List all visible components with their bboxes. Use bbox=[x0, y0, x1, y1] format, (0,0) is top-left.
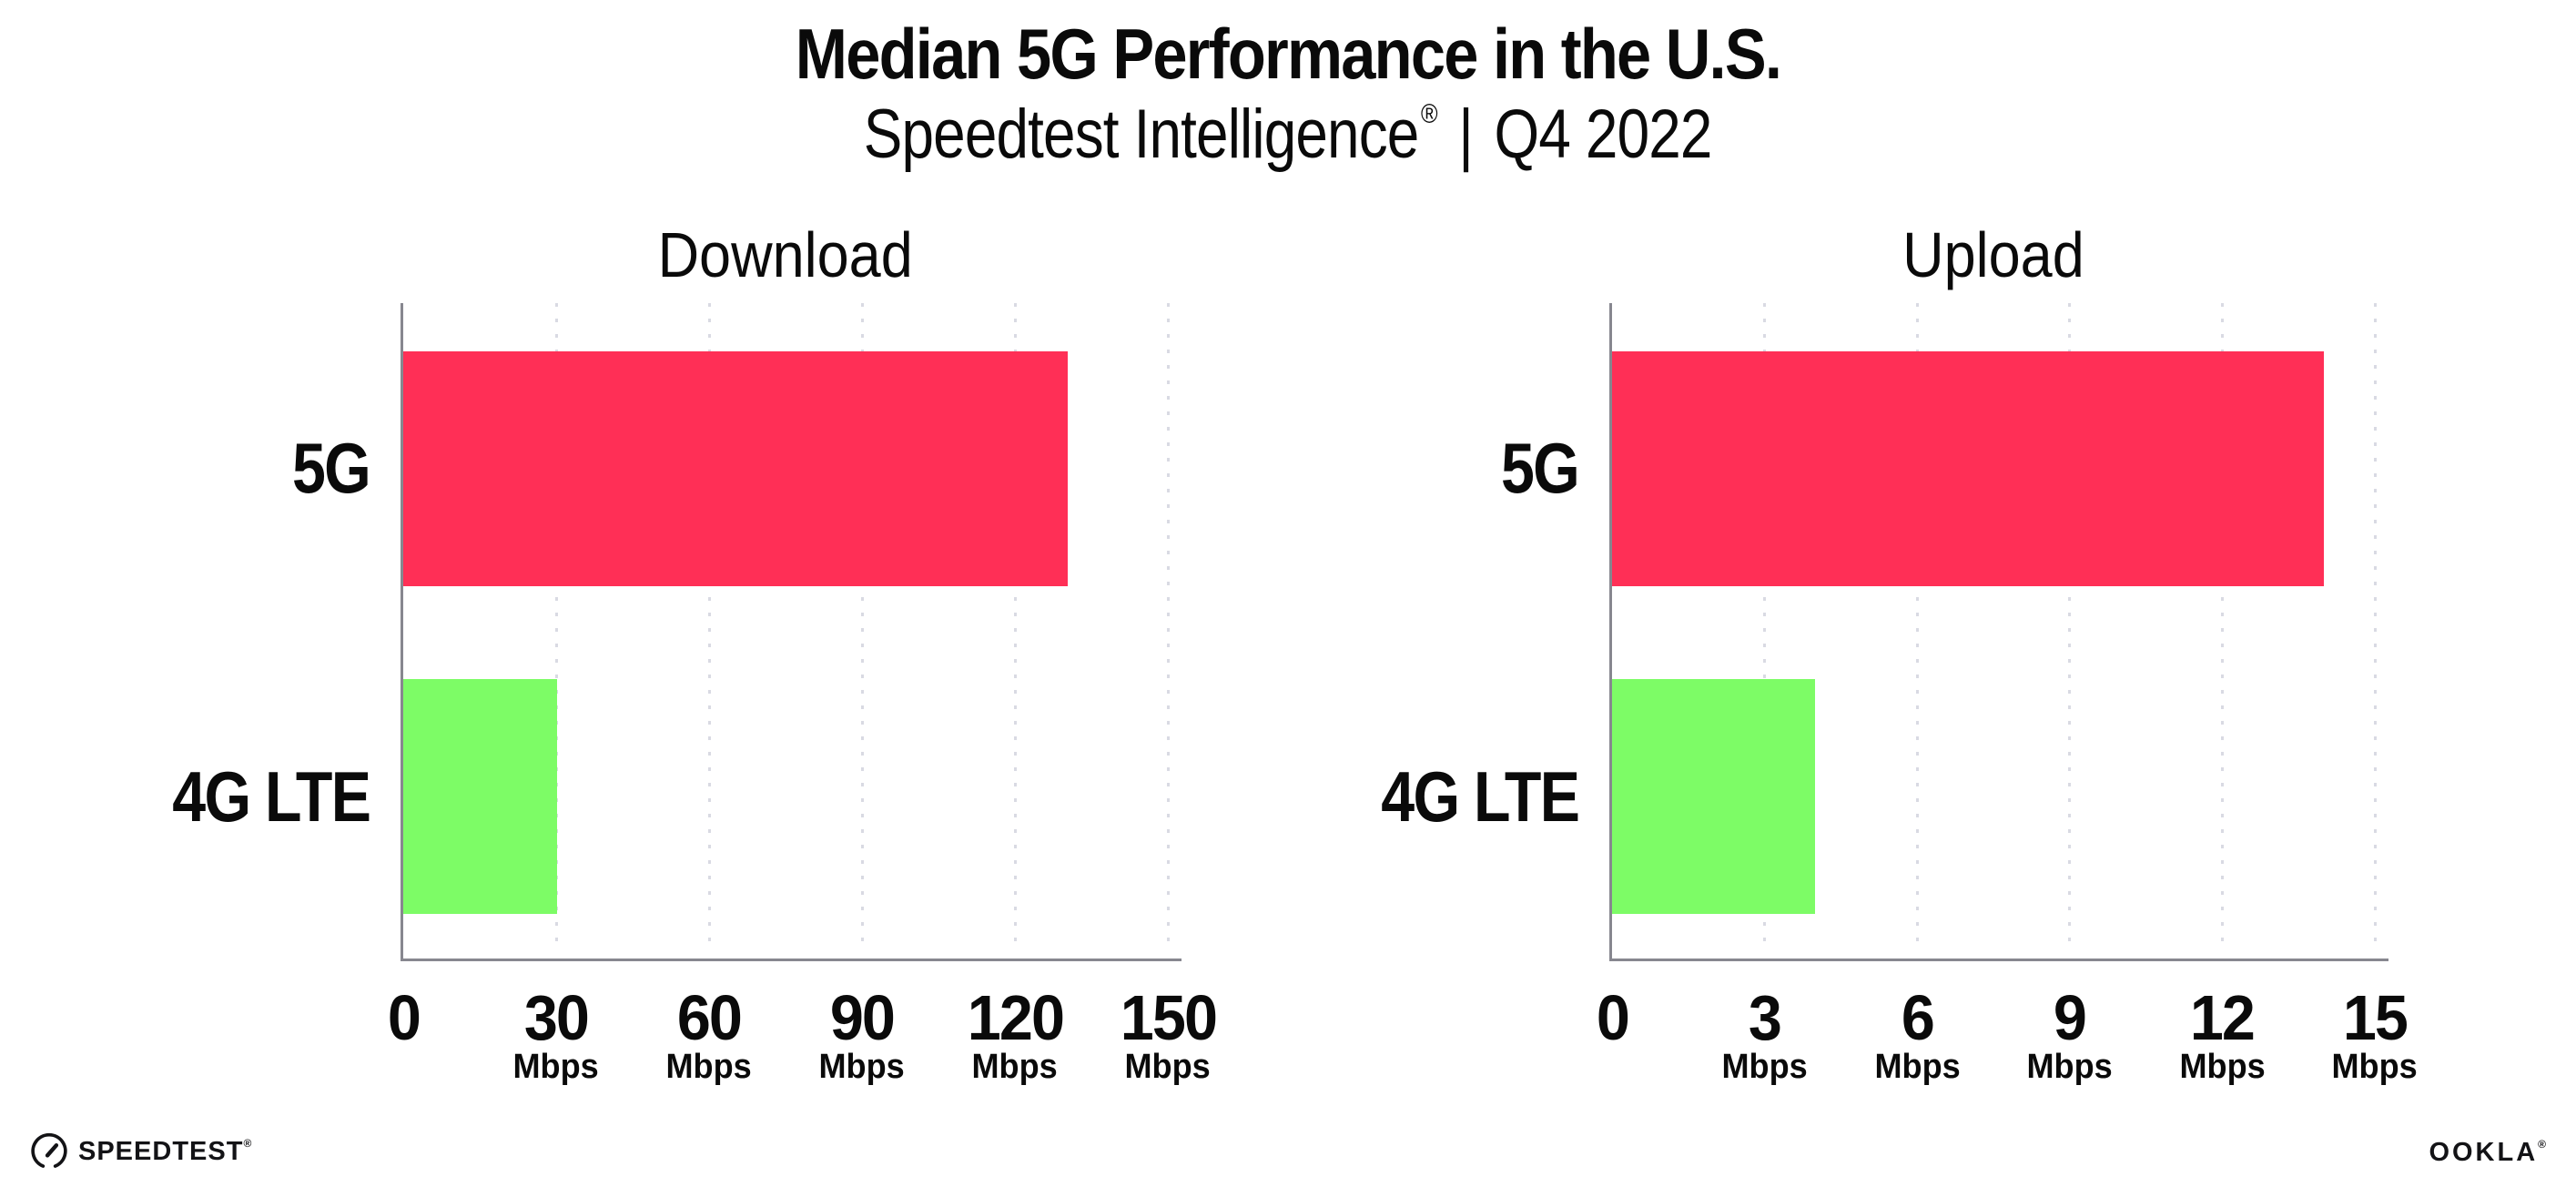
y-axis-line bbox=[401, 303, 403, 959]
x-tick-value: 0 bbox=[387, 982, 421, 1053]
page-subtitle-text: Speedtest Intelligence® | Q4 2022 bbox=[864, 95, 1713, 174]
gridline bbox=[1166, 303, 1170, 951]
gridline bbox=[1763, 303, 1767, 951]
registered-mark: ® bbox=[1421, 99, 1438, 129]
page-subtitle: Speedtest Intelligence® | Q4 2022 bbox=[0, 95, 2576, 174]
category-label-4g-lte: 4G LTE bbox=[1346, 756, 1580, 837]
chart-title-text: Upload bbox=[1902, 219, 2084, 290]
bar-5g-download bbox=[403, 351, 1069, 586]
category-label-5g: 5G bbox=[279, 428, 371, 508]
x-tick-value: 3 bbox=[1749, 982, 1782, 1053]
x-tick-label-6: 6 bbox=[1808, 985, 2026, 1050]
x-tick-unit: Mbps bbox=[1961, 1049, 2179, 1085]
x-tick-label-120: 120 bbox=[906, 985, 1124, 1050]
bar-5g-upload bbox=[1612, 351, 2325, 586]
x-tick-unit-text: Mbps bbox=[665, 1048, 753, 1086]
speedtest-logo-text: SPEEDTEST® bbox=[78, 1137, 252, 1167]
gridline bbox=[1915, 303, 1919, 951]
bar-4g-lte-upload bbox=[1612, 679, 1816, 914]
x-axis-line bbox=[401, 959, 1182, 961]
subtitle-brand: Speedtest Intelligence bbox=[864, 96, 1420, 173]
category-label-text: 4G LTE bbox=[1381, 756, 1580, 837]
speedtest-logo: SPEEDTEST® bbox=[30, 1132, 252, 1171]
category-label-text: 5G bbox=[1500, 428, 1580, 508]
gridline bbox=[1013, 303, 1017, 951]
bar-4g-lte-download bbox=[403, 679, 558, 914]
x-tick-label-150: 150 bbox=[1059, 985, 1277, 1050]
x-tick-value: 60 bbox=[676, 982, 743, 1053]
gridline bbox=[860, 303, 864, 951]
y-axis-line bbox=[1609, 303, 1612, 959]
speedtest-gauge-icon bbox=[31, 1132, 67, 1168]
x-tick-value: 0 bbox=[1596, 982, 1629, 1053]
x-tick-unit-text: Mbps bbox=[1874, 1048, 1961, 1086]
x-tick-value: 90 bbox=[829, 982, 896, 1053]
speedtest-wordmark: SPEEDTEST bbox=[78, 1136, 244, 1166]
x-tick-label-60: 60 bbox=[600, 985, 818, 1050]
x-tick-value: 9 bbox=[2054, 982, 2087, 1053]
x-tick-unit: Mbps bbox=[753, 1049, 971, 1085]
x-tick-unit-text: Mbps bbox=[2179, 1048, 2266, 1086]
x-tick-label-3: 3 bbox=[1656, 985, 1874, 1050]
ookla-wordmark: OOKLA bbox=[2429, 1138, 2539, 1167]
x-tick-value: 120 bbox=[967, 982, 1064, 1053]
plot-download bbox=[401, 303, 1182, 961]
page-title-text: Median 5G Performance in the U.S. bbox=[795, 14, 1782, 94]
x-tick-unit: Mbps bbox=[2266, 1049, 2484, 1085]
chart-title-text: Download bbox=[657, 219, 914, 290]
x-tick-unit-text: Mbps bbox=[1721, 1048, 1808, 1086]
page-title: Median 5G Performance in the U.S. bbox=[0, 13, 2576, 96]
x-tick-unit: Mbps bbox=[1656, 1049, 1874, 1085]
x-tick-unit-text: Mbps bbox=[2026, 1048, 2113, 1086]
x-tick-label-0: 0 bbox=[1503, 985, 1721, 1050]
ookla-logo: OOKLA® bbox=[2429, 1138, 2546, 1168]
ookla-trademark: ® bbox=[2538, 1138, 2546, 1151]
x-tick-value: 15 bbox=[2342, 982, 2409, 1053]
x-tick-unit: Mbps bbox=[906, 1049, 1124, 1085]
x-tick-unit: Mbps bbox=[2113, 1049, 2331, 1085]
gridline bbox=[707, 303, 711, 951]
category-label-4g-lte: 4G LTE bbox=[137, 756, 371, 837]
gridline bbox=[2068, 303, 2072, 951]
x-tick-unit-text: Mbps bbox=[1124, 1048, 1212, 1086]
chart-title-download: Download bbox=[403, 218, 1168, 291]
x-tick-label-30: 30 bbox=[447, 985, 665, 1050]
chart-title-upload: Upload bbox=[1612, 218, 2375, 291]
x-tick-unit: Mbps bbox=[1808, 1049, 2026, 1085]
category-label-5g: 5G bbox=[1487, 428, 1580, 508]
subtitle-separator: | bbox=[1458, 96, 1475, 173]
x-tick-label-9: 9 bbox=[1961, 985, 2179, 1050]
x-tick-unit-text: Mbps bbox=[818, 1048, 906, 1086]
x-tick-unit-text: Mbps bbox=[2331, 1048, 2419, 1086]
x-tick-label-15: 15 bbox=[2266, 985, 2484, 1050]
x-axis-line bbox=[1609, 959, 2388, 961]
x-tick-unit-text: Mbps bbox=[971, 1048, 1059, 1086]
x-tick-value: 6 bbox=[1901, 982, 1935, 1053]
category-label-text: 4G LTE bbox=[172, 756, 371, 837]
gridline bbox=[554, 303, 558, 951]
speedtest-trademark: ® bbox=[243, 1136, 253, 1150]
x-tick-label-0: 0 bbox=[294, 985, 512, 1050]
gridline bbox=[2220, 303, 2224, 951]
x-tick-value: 150 bbox=[1120, 982, 1217, 1053]
x-tick-value: 12 bbox=[2190, 982, 2256, 1053]
gridline bbox=[2373, 303, 2377, 951]
x-tick-value: 30 bbox=[523, 982, 590, 1053]
x-tick-label-12: 12 bbox=[2113, 985, 2331, 1050]
subtitle-period: Q4 2022 bbox=[1494, 96, 1713, 173]
x-tick-unit-text: Mbps bbox=[512, 1048, 600, 1086]
plot-upload bbox=[1609, 303, 2388, 961]
x-tick-label-90: 90 bbox=[753, 985, 971, 1050]
x-tick-unit: Mbps bbox=[1059, 1049, 1277, 1085]
x-tick-unit: Mbps bbox=[447, 1049, 665, 1085]
category-label-text: 5G bbox=[291, 428, 371, 508]
x-tick-unit: Mbps bbox=[600, 1049, 818, 1085]
